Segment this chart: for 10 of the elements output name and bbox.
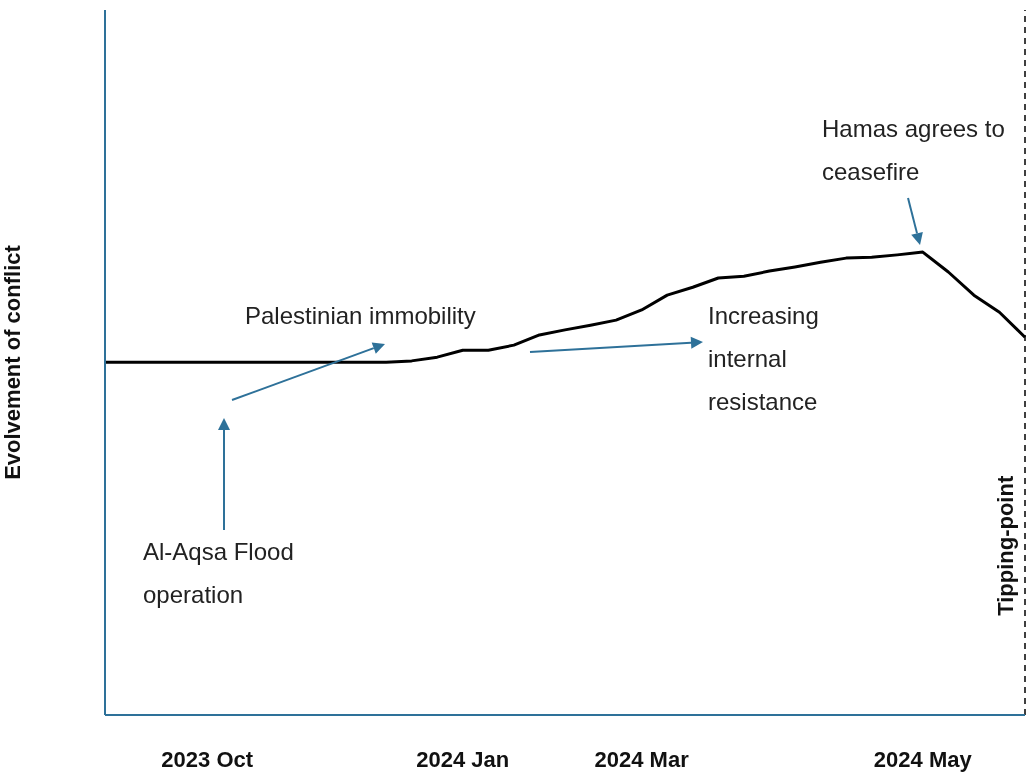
annotation: Al-Aqsa Flood operation	[143, 537, 295, 610]
x-tick-label: 2024 Mar	[594, 746, 690, 772]
text: Hamas agrees to ceasefire	[822, 114, 1006, 187]
x-tick-label: 2023 Oct	[161, 746, 254, 772]
x-tick-label: 2024 Jan	[416, 746, 510, 772]
annotation: Increasing internal resistance	[708, 301, 820, 417]
annotation: Palestinian immobility	[245, 301, 477, 331]
annotation: Tipping-point	[992, 475, 1018, 616]
y-axis-title: Evolvement of conflict	[0, 244, 25, 480]
x-tick-label: 2024 May	[873, 746, 973, 772]
